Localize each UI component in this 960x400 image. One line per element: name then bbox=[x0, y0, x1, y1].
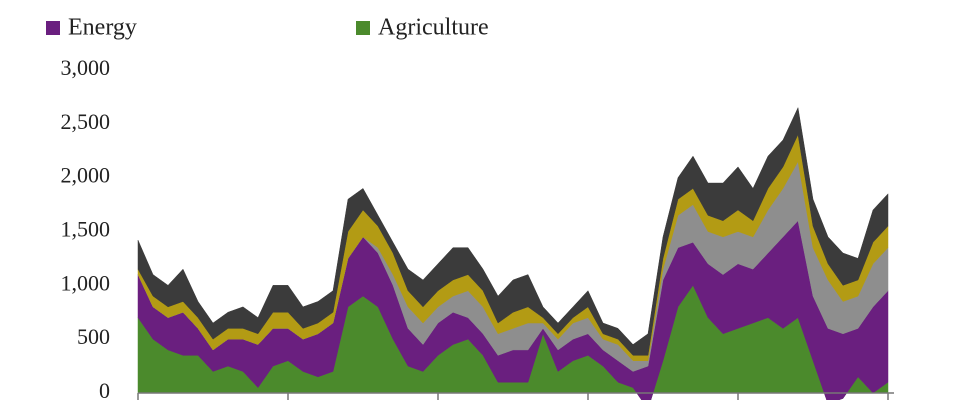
area bbox=[137, 106, 889, 356]
y-tick-label: 1,500 bbox=[61, 217, 111, 242]
y-tick-label: 3,000 bbox=[61, 55, 111, 80]
y-tick-label: 2,500 bbox=[61, 109, 111, 134]
y-tick-label: 1,000 bbox=[61, 270, 111, 295]
y-tick-label: 2,000 bbox=[61, 163, 111, 188]
y-tick-label: 0 bbox=[99, 378, 110, 400]
legend-label: Energy bbox=[68, 15, 137, 41]
legend-swatch bbox=[356, 21, 370, 35]
legend-swatch bbox=[46, 21, 60, 35]
y-tick-label: 500 bbox=[77, 324, 110, 349]
legend-label: Agriculture bbox=[378, 15, 489, 41]
